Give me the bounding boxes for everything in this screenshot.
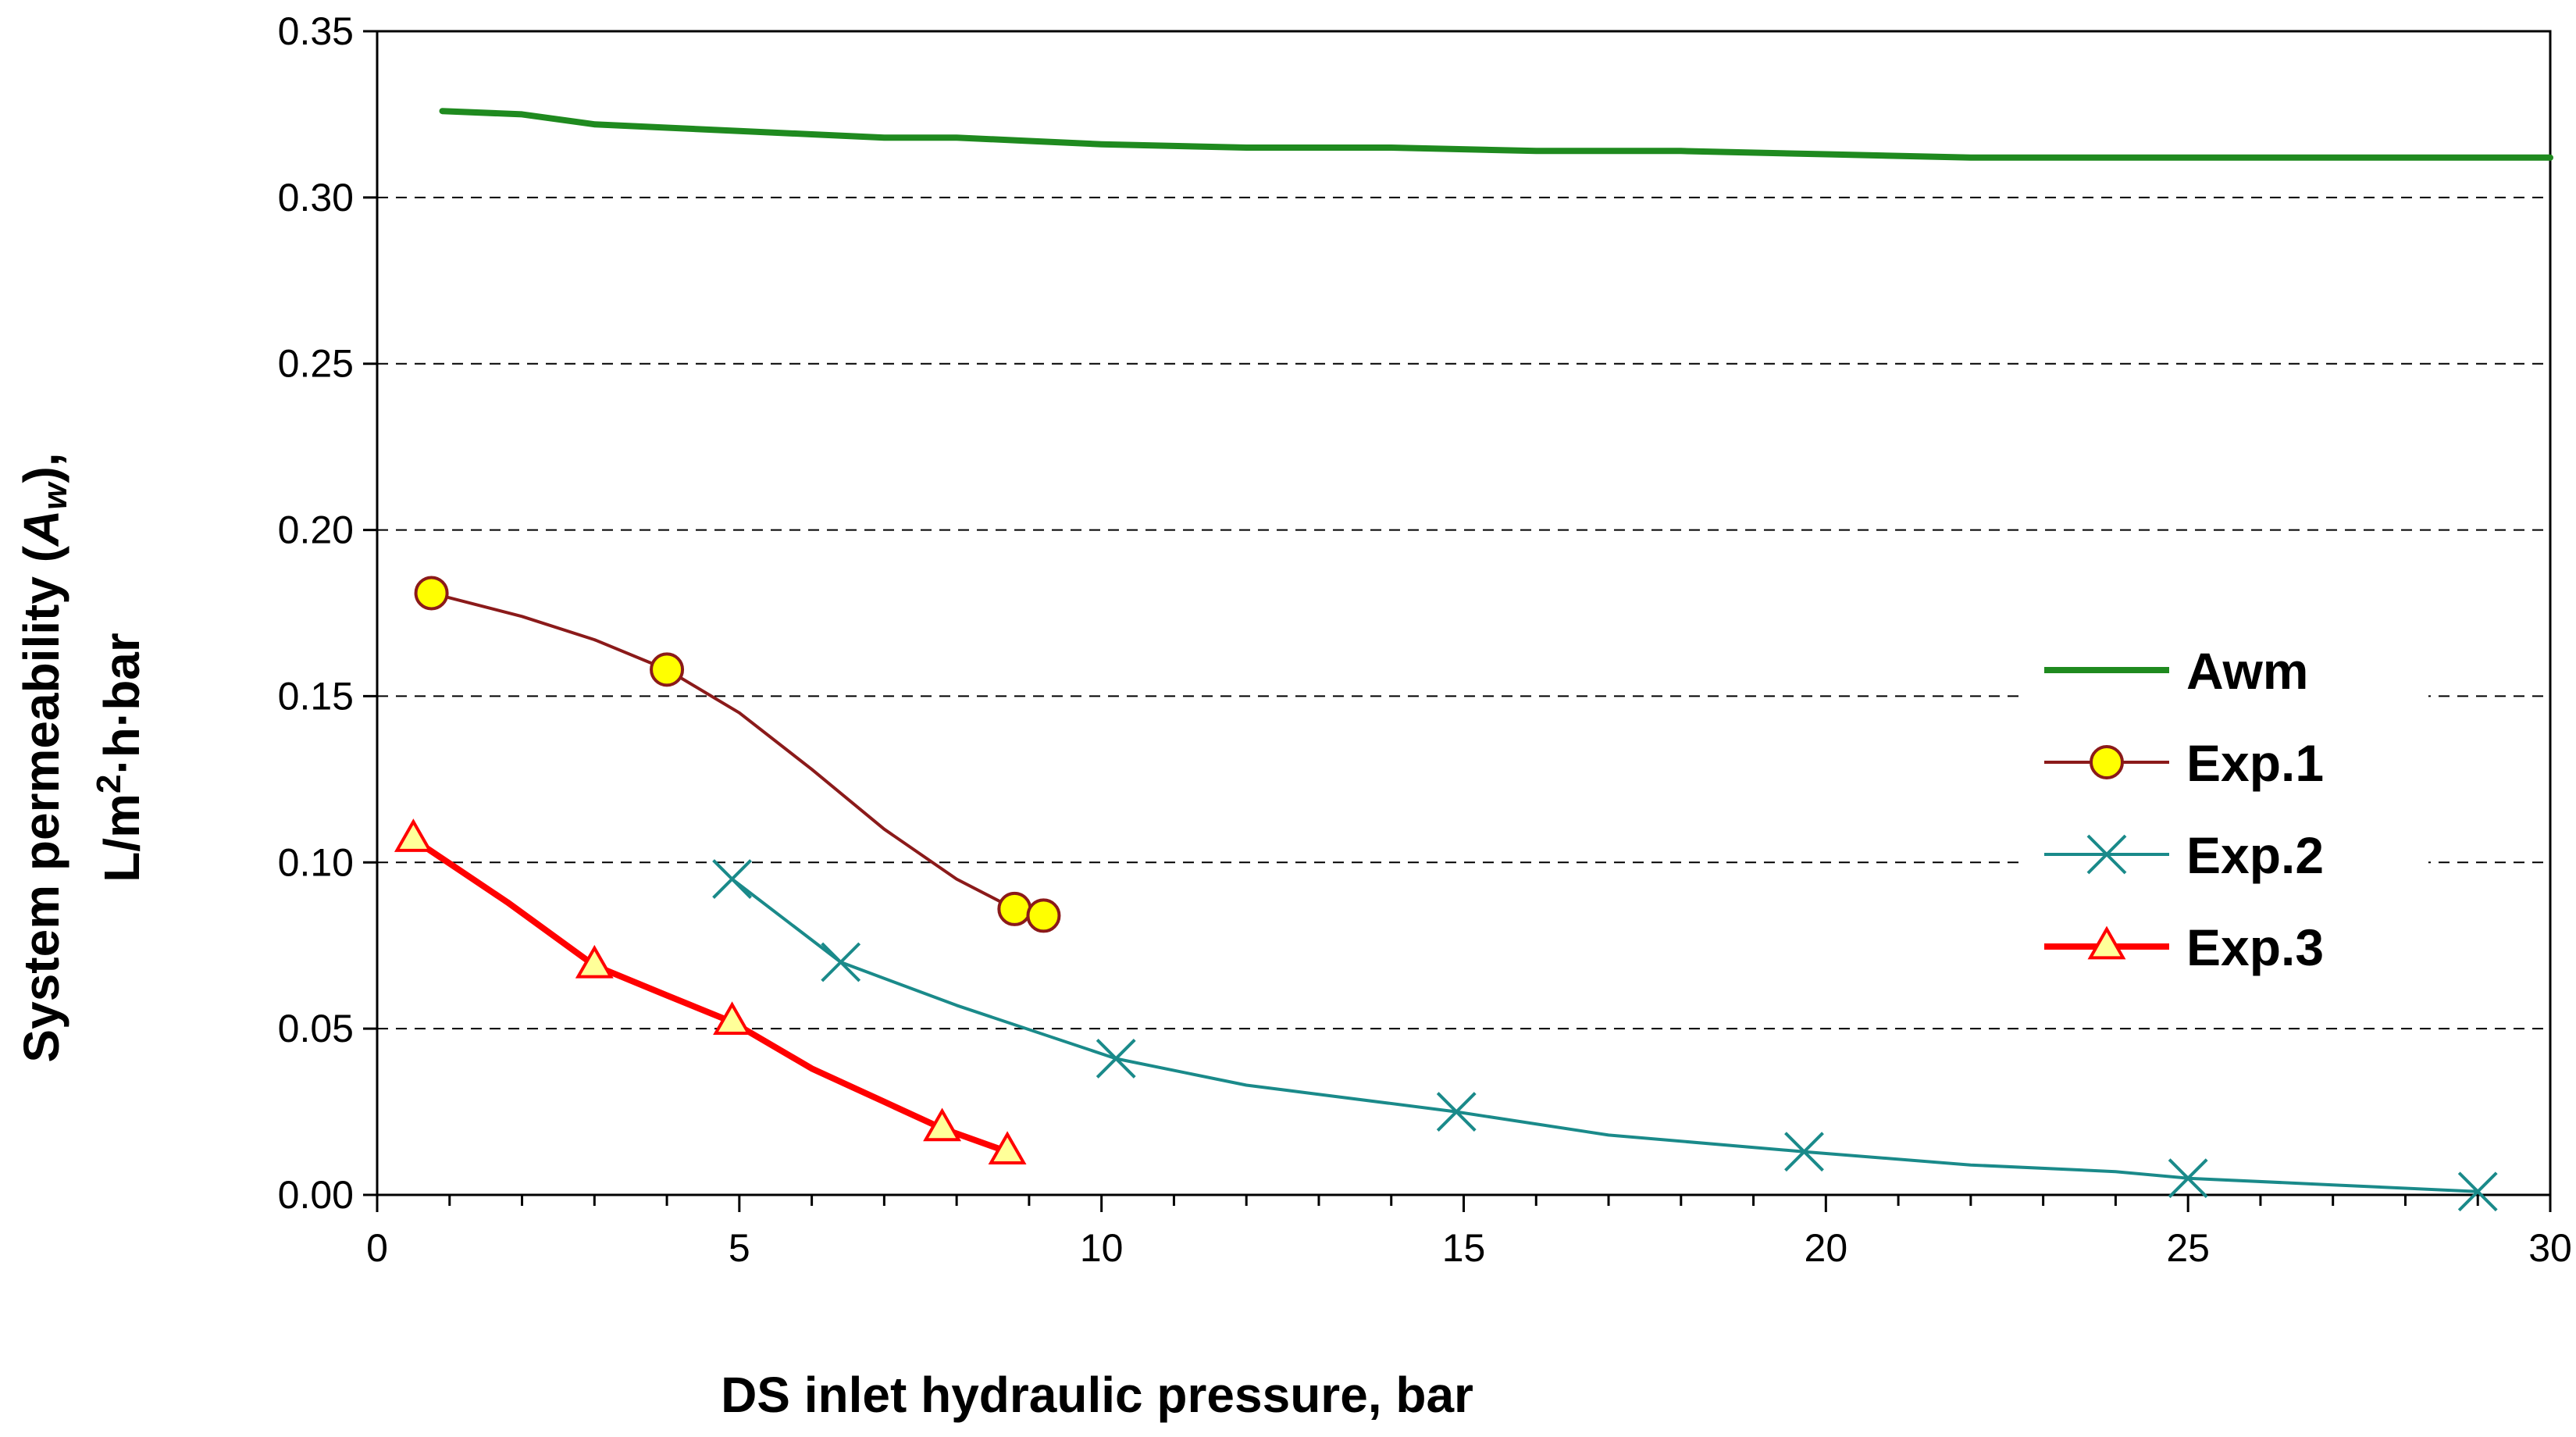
data-point (923, 1107, 962, 1142)
x-tick-label: 25 (2166, 1226, 2210, 1270)
x-tick-label: 30 (2528, 1226, 2572, 1270)
y-tick-label: 0.15 (278, 674, 354, 718)
series-awm (439, 108, 2553, 161)
axes: 0.00 0.05 0.10 0.15 0.20 0.25 0.30 0.35 0 5 10 15 20… (278, 9, 2572, 1270)
data-point (2087, 925, 2126, 960)
series-exp-3 (394, 818, 1027, 1165)
legend-label: Exp.3 (2186, 918, 2324, 976)
y-axis-title: System permeability (Aw), L/m2·h·bar (13, 452, 150, 1062)
data-point (821, 942, 861, 982)
legend-label: Exp.2 (2186, 826, 2324, 884)
y-tick-label: 0.30 (278, 176, 354, 219)
data-point (1026, 898, 1061, 933)
data-point (988, 1131, 1027, 1165)
y-tick-label: 0.10 (278, 840, 354, 884)
data-point (414, 576, 449, 611)
y-tick-label: 0.25 (278, 342, 354, 386)
data-point (2168, 1158, 2208, 1199)
x-tick-label: 5 (729, 1226, 750, 1270)
x-tick-label: 10 (1080, 1226, 1124, 1270)
legend-item: Awm (2044, 642, 2309, 700)
data-point (2086, 834, 2127, 875)
legend-label: Exp.1 (2186, 734, 2324, 792)
data-point (2090, 745, 2124, 779)
x-tick-label: 0 (366, 1226, 388, 1270)
series-layer (394, 108, 2553, 1212)
legend-item: Exp.3 (2044, 918, 2324, 976)
y-tick-label: 0.35 (278, 9, 354, 53)
y-axis-title-line1: System permeability (Aw), (13, 452, 74, 1062)
plot-area (377, 31, 2550, 1195)
series-exp-2 (712, 859, 2498, 1212)
y-axis-title-line2: L/m2·h·bar (90, 633, 150, 883)
legend-label: Awm (2186, 642, 2309, 700)
series-line (429, 591, 1046, 918)
series-exp-1 (414, 576, 1061, 933)
data-point (1784, 1132, 1824, 1172)
y-tick-label: 0.05 (278, 1007, 354, 1050)
plot-border (376, 30, 2552, 1196)
data-point (1096, 1039, 1136, 1079)
legend-item: Exp.2 (2044, 826, 2324, 884)
gridlines (377, 31, 2550, 1195)
legend-item: Exp.1 (2044, 734, 2324, 792)
series-line (439, 108, 2553, 161)
legend-background (2022, 625, 2428, 984)
data-point (575, 944, 614, 979)
legend: Awm Exp.1 Exp.2 Exp.3 (2022, 625, 2428, 984)
y-tick-label: 0.20 (278, 508, 354, 552)
x-tick-label: 20 (1805, 1226, 1848, 1270)
data-point (650, 652, 685, 687)
data-point (997, 891, 1032, 926)
data-point (712, 859, 752, 899)
data-point (2457, 1171, 2498, 1212)
x-tick-label: 15 (1442, 1226, 1486, 1270)
y-tick-label: 0.00 (278, 1173, 354, 1217)
data-point (713, 1001, 752, 1036)
x-axis-title: DS inlet hydraulic pressure, bar (721, 1367, 1473, 1423)
data-point (1436, 1092, 1477, 1132)
data-point (394, 818, 433, 852)
